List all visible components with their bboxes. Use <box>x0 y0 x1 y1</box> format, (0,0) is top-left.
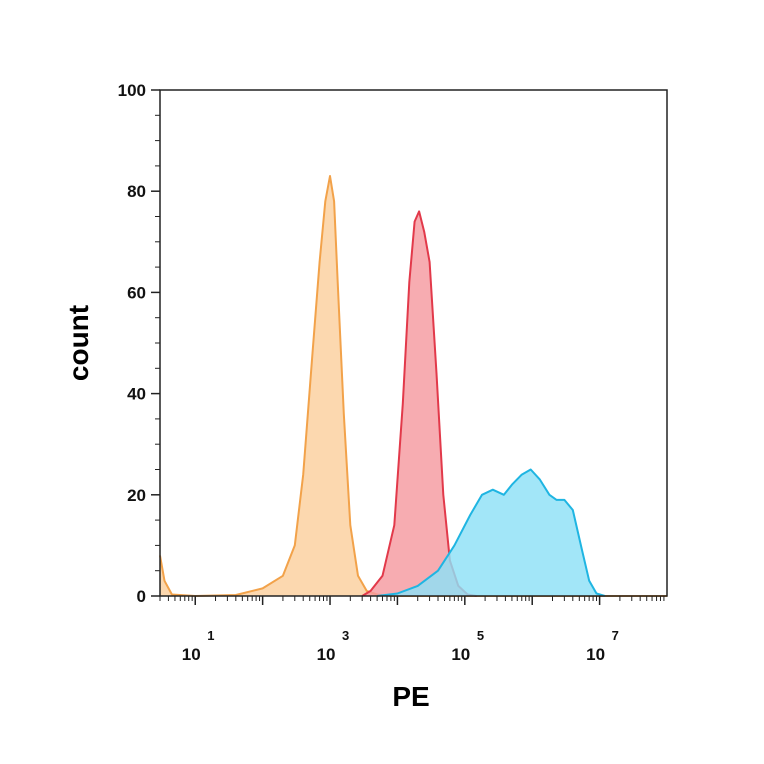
x-tick-exponent: 5 <box>477 628 484 643</box>
series-3-area <box>377 469 605 596</box>
series-3-outline <box>376 468 606 597</box>
y-tick-label: 80 <box>127 182 146 201</box>
x-tick-exponent: 1 <box>207 628 214 643</box>
x-tick-label: 10 <box>451 645 470 664</box>
y-axis-title: count <box>63 305 94 381</box>
x-tick-label: 10 <box>182 645 201 664</box>
x-tick-label: 10 <box>586 645 605 664</box>
y-tick-label: 0 <box>137 587 146 606</box>
x-tick-exponent: 3 <box>342 628 349 643</box>
y-tick-label: 60 <box>127 283 146 302</box>
series-2-area <box>362 211 477 596</box>
y-tick-label: 20 <box>127 486 146 505</box>
y-tick-label: 100 <box>118 81 146 100</box>
series-layer <box>159 175 667 597</box>
y-axis-ticks: 0 20 40 60 80 100 <box>118 81 160 606</box>
x-axis-ticks: 10 1 10 3 10 5 10 7 <box>159 596 665 664</box>
y-tick-label: 40 <box>127 385 146 404</box>
x-tick-exponent: 7 <box>612 628 619 643</box>
x-tick-label: 10 <box>317 645 336 664</box>
x-axis-title: PE <box>392 681 429 712</box>
